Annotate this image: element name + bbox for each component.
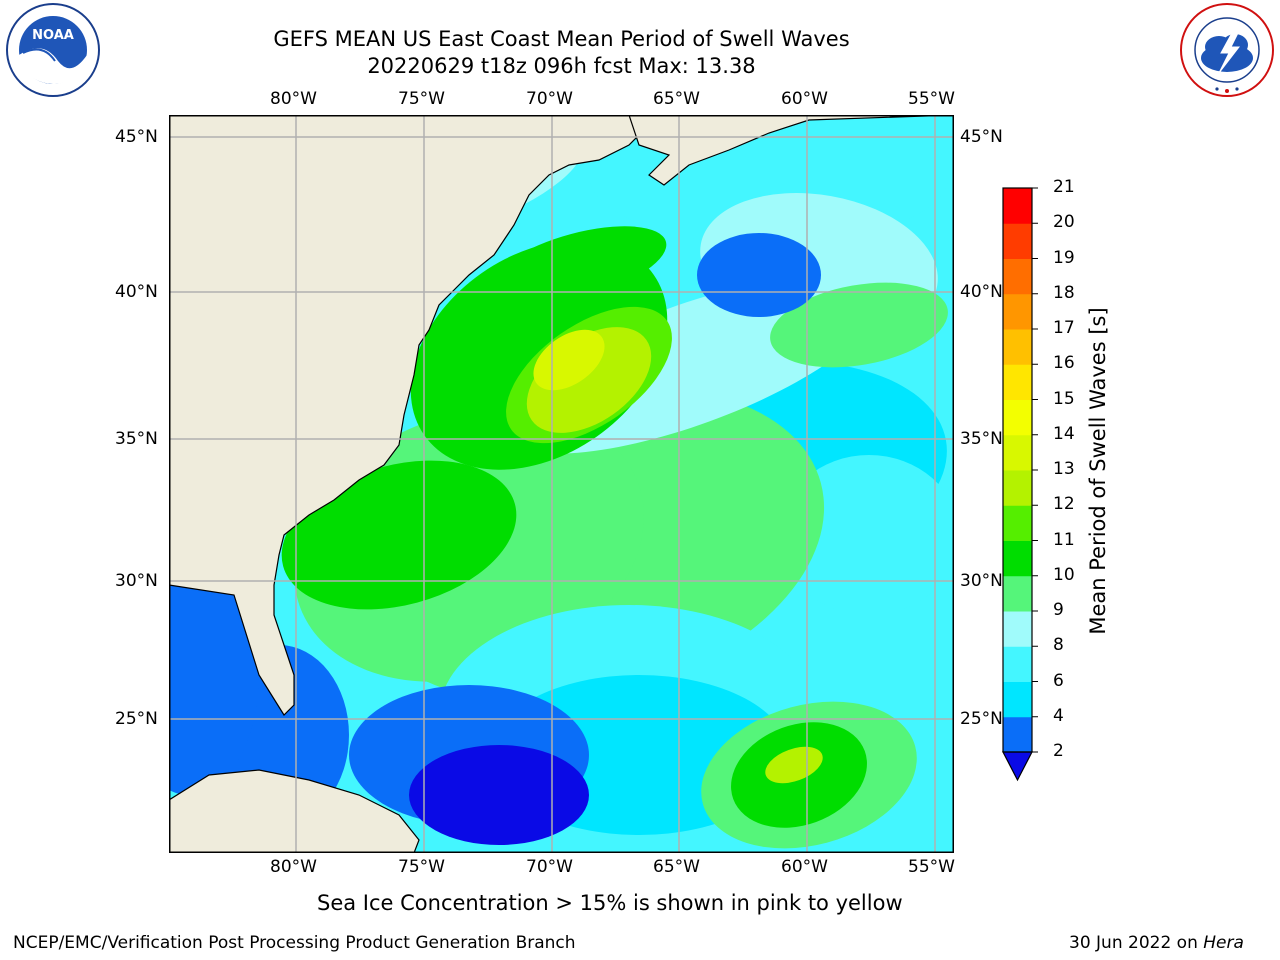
colorbar-segment-5 (1003, 575, 1032, 612)
lat-label-right-35n: 35°N (960, 429, 1003, 449)
noaa-logo-text: NOAA (32, 28, 74, 43)
lon-label-bottom-80w: 80°W (270, 857, 317, 877)
map-subtitle: 20220629 t18z 096h fcst Max: 13.38 (367, 54, 756, 78)
map-title: GEFS MEAN US East Coast Mean Period of S… (273, 27, 850, 51)
map-panel (119, 105, 959, 854)
footer-date: 30 Jun 2022 on (1069, 933, 1204, 953)
colorbar-tick-label: 12 (1053, 494, 1075, 515)
lat-label-left-35n: 35°N (115, 429, 158, 449)
colorbar-segment-16 (1003, 188, 1032, 224)
swell-region-13 (533, 329, 605, 391)
lat-label-right-30n: 30°N (960, 571, 1003, 591)
lon-label-bottom-65w: 65°W (653, 857, 700, 877)
land-us-east-coast (168, 114, 670, 716)
lon-label-top-60w: 60°W (781, 89, 828, 109)
colorbar-tick-label: 21 (1053, 177, 1075, 197)
colorbar-tick-label: 11 (1053, 529, 1075, 550)
swell-region-24 (765, 746, 823, 784)
colorbar-segment-3 (1003, 646, 1032, 682)
footer-machine: Hera (1203, 933, 1244, 953)
colorbar-segment-9 (1003, 434, 1032, 471)
lon-label-bottom-75w: 75°W (398, 857, 445, 877)
lat-label-left-30n: 30°N (115, 571, 158, 591)
colorbar-tick-labels: 2 4 6 8 9 10 11 12 13 14 15 16 17 18 19 20 21 (1040, 177, 1080, 790)
lon-label-bottom-60w: 60°W (781, 857, 828, 877)
footer-left: NCEP/EMC/Verification Post Processing Pr… (13, 933, 576, 953)
colorbar-segment-4 (1003, 611, 1032, 647)
colorbar-label: Mean Period of Swell Waves [s] (1086, 307, 1110, 635)
swell-region-8 (770, 282, 948, 368)
colorbar-tick-label: 6 (1053, 670, 1064, 691)
colorbar-segment-12 (1003, 329, 1032, 365)
colorbar-extend-arrow (1002, 751, 1033, 782)
colorbar-segment-14 (1003, 258, 1032, 295)
lon-label-bottom-55w: 55°W (908, 857, 955, 877)
lon-label-top-80w: 80°W (270, 89, 317, 109)
lon-label-top-65w: 65°W (653, 89, 700, 109)
map-frame (169, 115, 954, 853)
lat-label-right-45n: 45°N (960, 127, 1003, 147)
swell-region-10 (281, 460, 517, 610)
lat-label-left-25n: 25°N (115, 709, 158, 729)
land-nova-scotia (628, 114, 955, 186)
footer-right: 30 Jun 2022 on Hera (1069, 933, 1244, 953)
colorbar-tick-label: 2 (1053, 741, 1064, 761)
colorbar-segment-7 (1003, 505, 1032, 541)
colorbar-segment-15 (1003, 223, 1032, 259)
swell-region-20 (409, 745, 589, 845)
colorbar-tick-label: 14 (1053, 423, 1075, 444)
colorbar-segment-6 (1003, 540, 1032, 577)
sea-ice-note: Sea Ice Concentration > 15% is shown in … (317, 891, 903, 915)
colorbar-tick-label: 18 (1053, 282, 1075, 303)
colorbar-tick-label: 9 (1053, 600, 1064, 620)
colorbar-tick-label: 17 (1053, 318, 1075, 338)
lon-label-top-75w: 75°W (398, 89, 445, 109)
swell-period-map (119, 105, 959, 854)
noaa-logo: NOAA (3, 3, 103, 98)
swell-region-14 (491, 226, 667, 304)
colorbar-segment-11 (1003, 364, 1032, 400)
lat-label-left-40n: 40°N (115, 282, 158, 302)
colorbar-segment-13 (1003, 293, 1032, 330)
nws-logo (1177, 3, 1277, 98)
colorbar-tick-label: 19 (1053, 247, 1075, 268)
colorbar-tick-label: 10 (1053, 564, 1075, 585)
lat-label-right-25n: 25°N (960, 709, 1003, 729)
swell-region-4 (779, 455, 959, 615)
colorbar-tick-label: 13 (1053, 459, 1075, 479)
swell-region-16 (697, 233, 821, 317)
lat-label-right-40n: 40°N (960, 282, 1003, 302)
colorbar-tick-label: 16 (1053, 353, 1075, 374)
colorbar-segment-2 (1003, 681, 1032, 718)
colorbar-segment-10 (1003, 399, 1032, 436)
colorbar-tick-label: 4 (1053, 705, 1064, 726)
colorbar-segment-1 (1003, 716, 1032, 753)
lon-label-top-70w: 70°W (526, 89, 573, 109)
lon-label-top-55w: 55°W (908, 89, 955, 109)
colorbar-segment-8 (1003, 470, 1032, 506)
colorbar-tick-label: 15 (1053, 388, 1075, 409)
lon-label-bottom-70w: 70°W (526, 857, 573, 877)
colorbar (995, 180, 1055, 790)
colorbar-tick-label: 20 (1053, 212, 1075, 233)
colorbar-tick-label: 8 (1053, 635, 1064, 656)
lat-label-left-45n: 45°N (115, 127, 158, 147)
